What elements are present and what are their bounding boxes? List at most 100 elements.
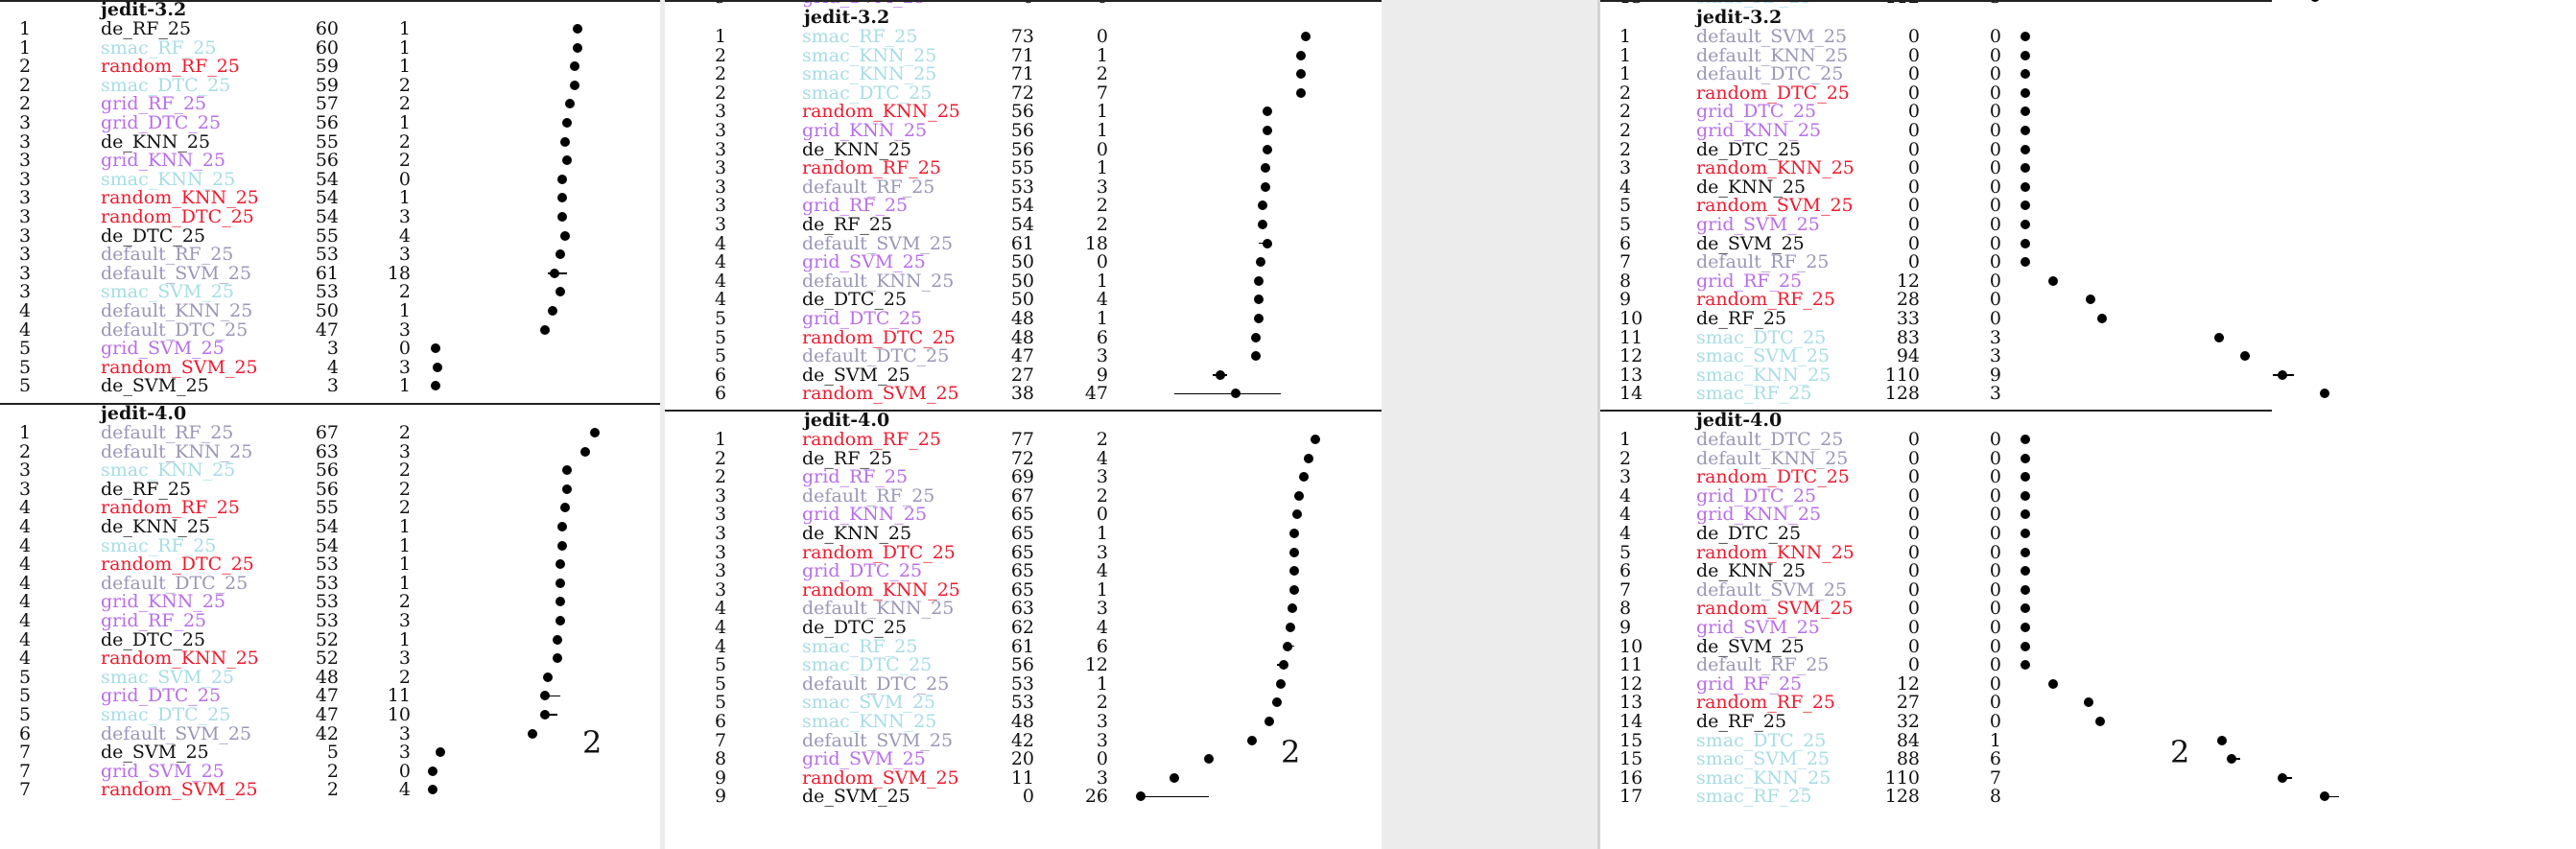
table-row-label: de_RF_25 [802, 214, 893, 235]
table-row-median: 88 [1896, 748, 1920, 770]
table-row-rank: 17 [1619, 786, 1643, 808]
table-row-rank: 3 [19, 150, 32, 172]
table-row-iqr: 2 [398, 666, 411, 688]
table-row-iqr: 0 [1989, 101, 2001, 123]
table-row-iqr: 0 [1989, 82, 2001, 104]
table-row-label: default_SVM_25 [1696, 26, 1848, 47]
table-row-median-dot [2216, 735, 2227, 745]
table-row-label: random_SVM_25 [1696, 195, 1854, 217]
table-row-median: 38 [1010, 383, 1034, 405]
table-row-rank: 7 [19, 760, 32, 782]
table-row-iqr: 0 [398, 760, 411, 782]
table-row-rank: 5 [19, 356, 32, 378]
table-row-label: default_DTC_25 [1696, 63, 1844, 85]
table-row-label: grid_SVM_25 [101, 338, 225, 360]
table-row-median-dot [1263, 238, 1273, 248]
table-row-label: random_RF_25 [101, 497, 240, 519]
table-row-median-dot [2095, 717, 2105, 726]
section-divider [0, 403, 660, 405]
table-row-median-dot [559, 503, 570, 513]
table-row-rank: 15 [1619, 729, 1643, 751]
table-row-median: 12 [1896, 270, 1920, 292]
table-row-iqr: 0 [1989, 504, 2001, 526]
table-row-label: smac_RF_25 [101, 36, 217, 59]
table-row-median: 48 [315, 666, 339, 688]
table-row-label: de_SVM_25 [802, 786, 910, 808]
table-row-median-dot [2048, 678, 2059, 689]
partial-row-label: grid_SVM_25 [802, 0, 926, 7]
table-row-iqr: 0 [1989, 523, 2001, 544]
table-row-label: grid_DTC_25 [101, 685, 222, 707]
table-row-label: default_SVM_25 [101, 262, 252, 284]
table-row-label: grid_RF_25 [1696, 270, 1803, 292]
table-row-median-dot [1263, 106, 1273, 117]
table-row-label: default_DTC_25 [1696, 429, 1844, 450]
table-row-iqr: 0 [1989, 63, 2001, 85]
table-row-iqr: 0 [1096, 138, 1108, 160]
table-row-median: 32 [1896, 711, 1920, 732]
table-row-median: 0 [1907, 598, 1920, 620]
table-row-iqr: 2 [398, 497, 411, 519]
table-row-median-dot [1296, 69, 1307, 80]
table-row-label: default_SVM_25 [802, 729, 954, 751]
table-row-label: smac_RF_25 [101, 534, 217, 556]
table-row-rank: 2 [1619, 82, 1632, 104]
table-row-median: 0 [1907, 26, 1920, 47]
table-row-label: grid_RF_25 [802, 195, 909, 217]
table-row-whisker [542, 695, 560, 697]
annotation-number: 2 [2170, 734, 2190, 770]
table-row-iqr: 12 [1084, 654, 1108, 676]
table-row-label: grid_SVM_25 [1696, 214, 1820, 235]
table-row-median: 48 [1010, 711, 1034, 732]
table-row-label: default_SVM_25 [802, 232, 954, 254]
table-row-iqr: 2 [398, 281, 411, 303]
table-row-rank: 2 [19, 74, 32, 96]
table-row-iqr: 3 [1096, 766, 1108, 789]
table-row-label: de_RF_25 [101, 18, 192, 39]
table-row-iqr: 3 [398, 722, 411, 744]
table-row-label: smac_KNN_25 [101, 168, 236, 190]
table-row-label: random_KNN_25 [101, 648, 259, 670]
table-row-rank: 2 [19, 440, 32, 462]
table-row-iqr: 0 [398, 168, 411, 190]
table-row-median-dot [428, 785, 438, 795]
table-row-median-dot [1231, 389, 1241, 399]
table-row-iqr: 18 [1084, 232, 1108, 254]
partial-row-median: 0 [977, 0, 1034, 7]
table-row-iqr: 47 [1084, 383, 1108, 405]
table-row-iqr: 1 [398, 36, 411, 59]
table-row-median-dot [1136, 791, 1146, 802]
table-row-median-dot [2021, 181, 2030, 192]
table-row-rank: 5 [715, 672, 727, 695]
table-row-median-dot [1278, 660, 1288, 671]
table-row-median-dot [1264, 717, 1275, 726]
table-row-median-dot [540, 324, 551, 335]
table-row-median-dot [2048, 275, 2059, 286]
table-row-median: 128 [1884, 786, 1920, 808]
table-row-rank: 4 [715, 270, 727, 292]
table-row-rank: 5 [1619, 195, 1632, 217]
table-row-rank: 4 [715, 598, 727, 620]
table-row-rank: 4 [19, 516, 32, 537]
table-row-label: de_KNN_25 [1696, 176, 1807, 198]
table-row-label: default_KNN_25 [101, 440, 253, 462]
table-row-label: random_KNN_25 [1696, 541, 1855, 563]
table-row-median-dot [1251, 332, 1262, 342]
table-row-label: random_DTC_25 [802, 541, 956, 563]
table-row-iqr: 0 [1989, 44, 2001, 66]
table-row-median-dot [430, 381, 440, 391]
table-row-rank: 3 [19, 244, 32, 266]
table-row-median: 53 [1010, 692, 1034, 714]
table-row-rank: 2 [1619, 120, 1632, 141]
table-row-label: default_KNN_25 [802, 598, 955, 620]
table-row-median: 50 [1010, 251, 1034, 273]
table-row-median: 60 [315, 18, 339, 39]
table-row-rank: 2 [19, 56, 32, 78]
section-title-jedit-3-2: jedit-3.2 [101, 0, 187, 20]
table-row-rank: 1 [19, 422, 32, 443]
table-row-median-dot [2083, 697, 2093, 708]
table-row-median-dot [562, 483, 573, 494]
table-row-median: 47 [315, 318, 339, 341]
table-row-rank: 4 [1619, 176, 1632, 198]
table-row-iqr: 3 [1989, 383, 2001, 405]
